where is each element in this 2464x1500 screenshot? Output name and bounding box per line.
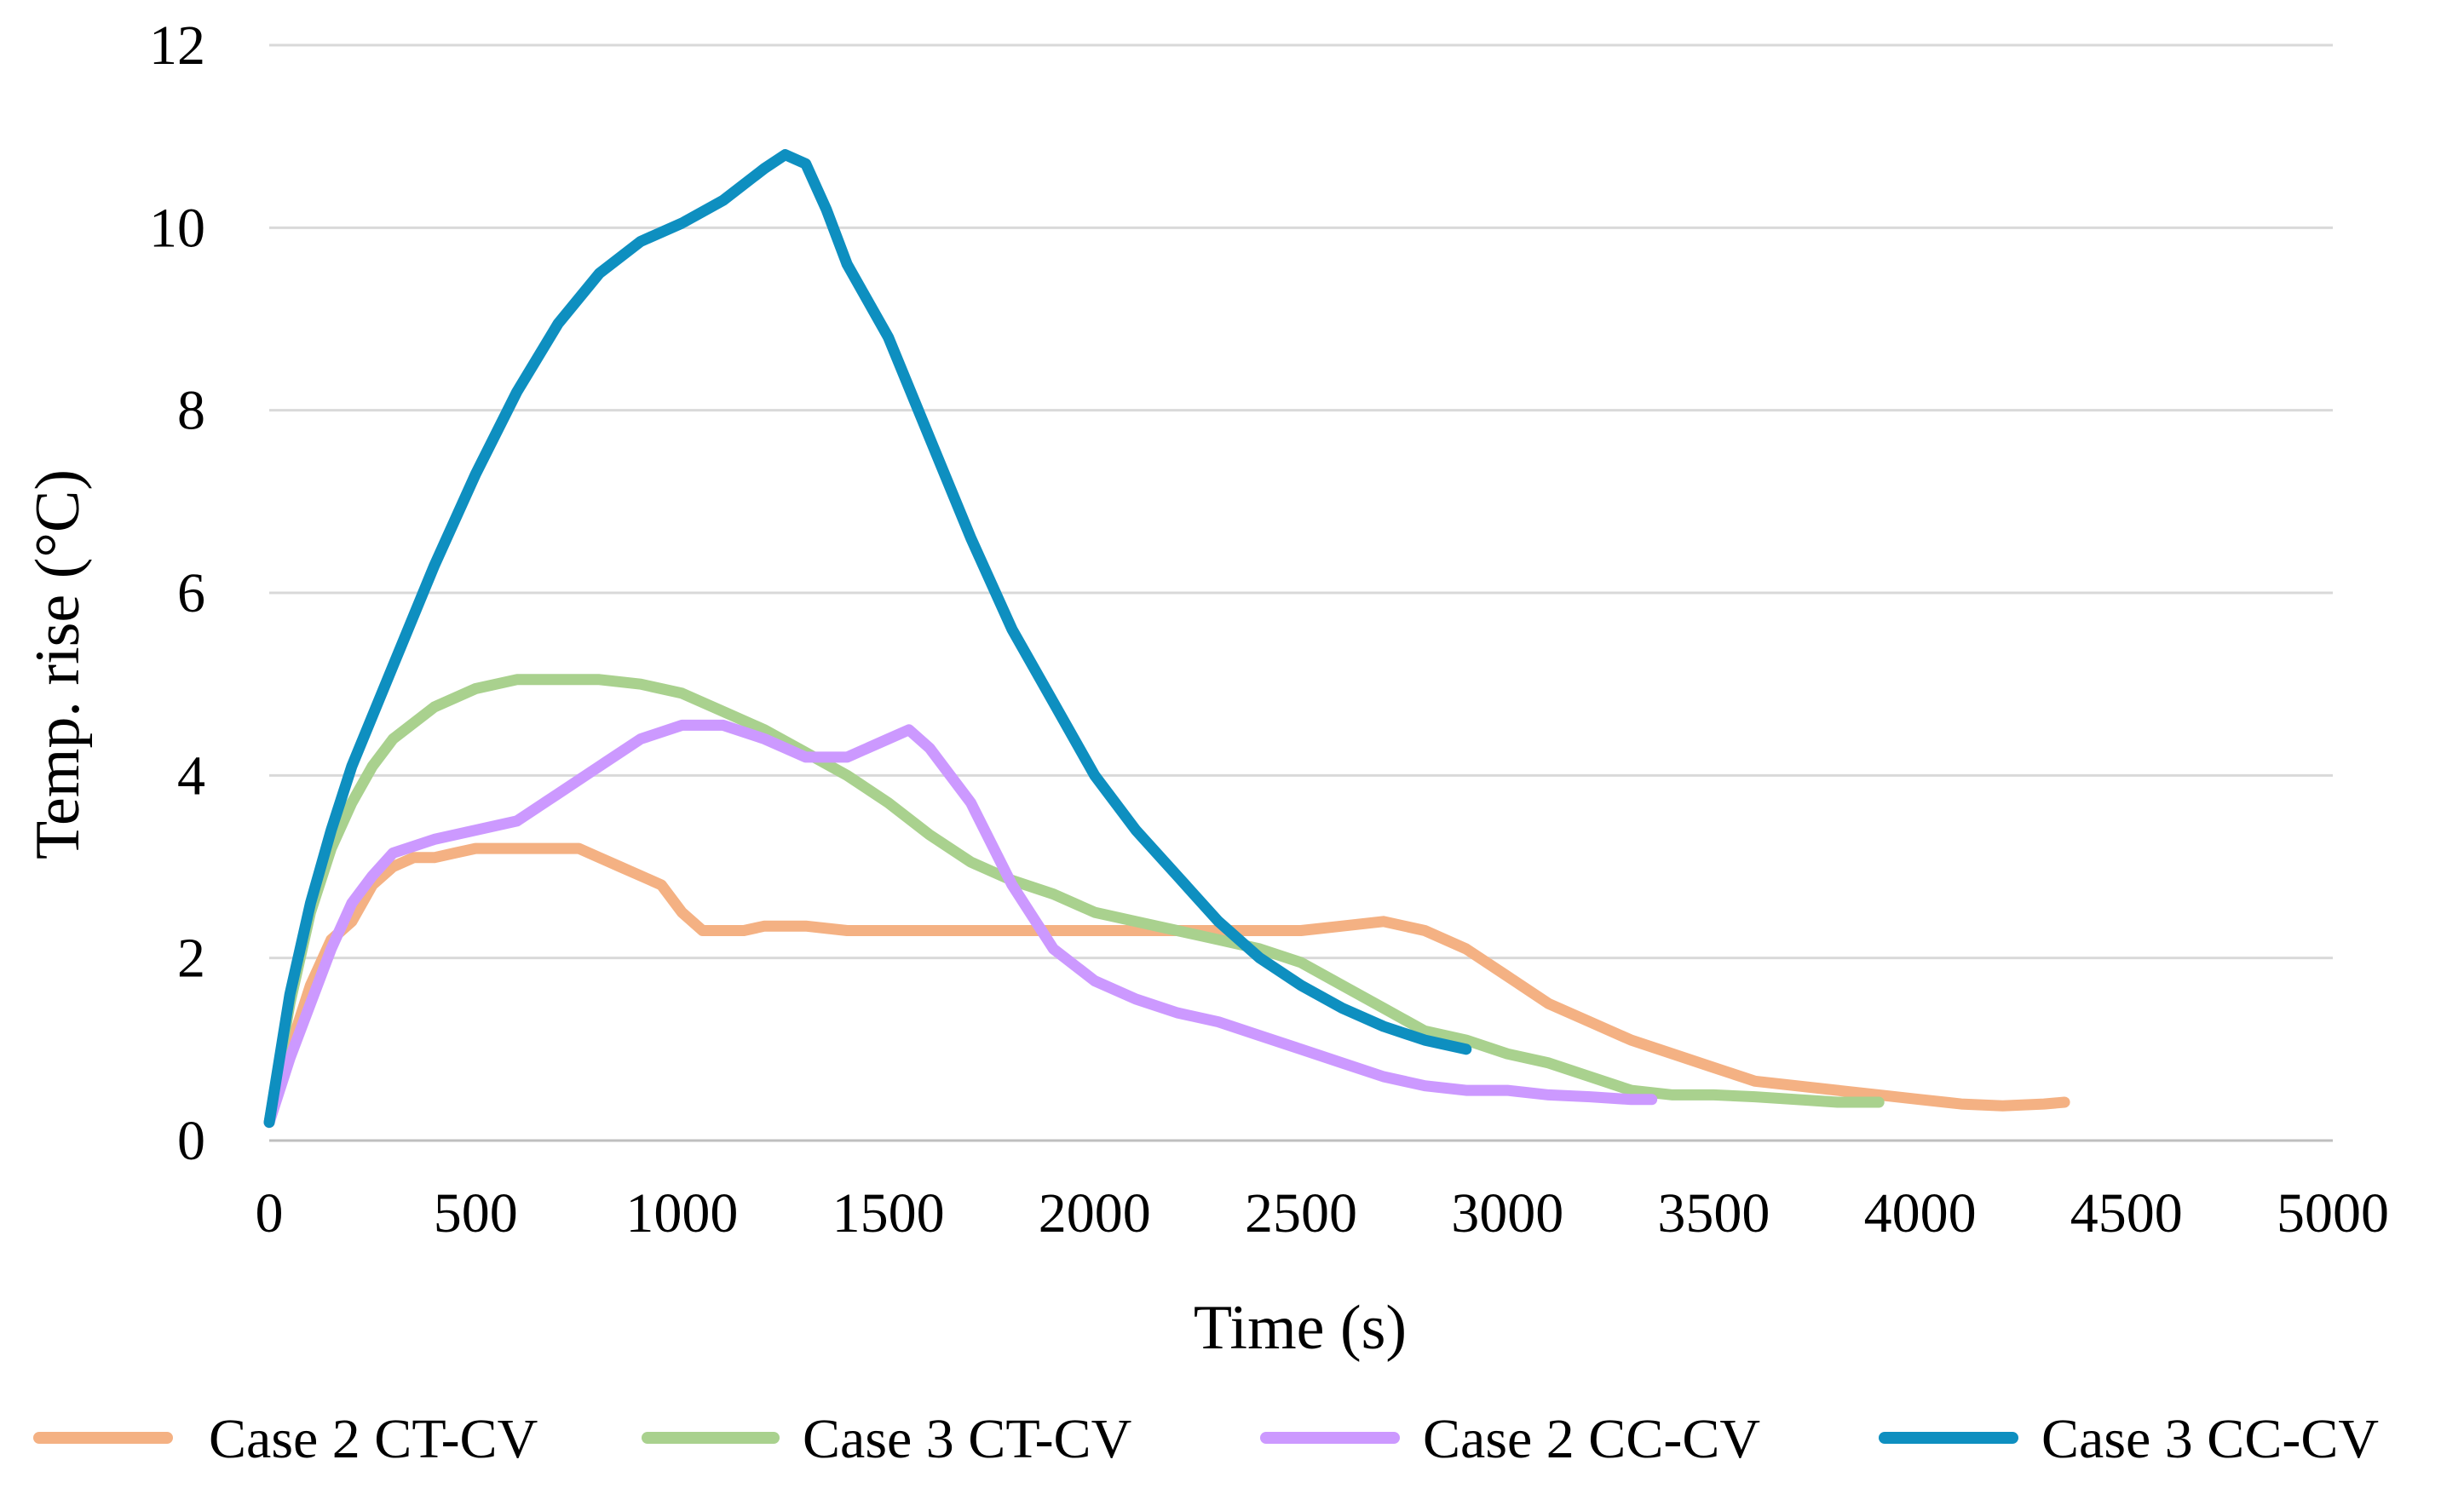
y-tick-label-8: 8 [177,380,205,442]
x-tick-label-3500: 3500 [1657,1182,1770,1244]
legend-label-2: Case 3 CT-CV [803,1408,1131,1470]
x-tick-label-4000: 4000 [1864,1182,1977,1244]
y-tick-label-4: 4 [177,744,205,807]
y-tick-label-12: 12 [149,14,205,77]
y-axis-title: Temp. rise (°C) [23,469,93,859]
series-line-1 [263,842,2070,1129]
x-tick-label-5000: 5000 [2277,1182,2389,1244]
series-line-4 [263,149,1472,1129]
legend-label-1: Case 2 CT-CV [209,1408,538,1470]
legend: Case 2 CT-CV Case 3 CT-CV Case 2 CC-CV Case… [33,1408,2379,1470]
x-tick-label-2000: 2000 [1039,1182,1151,1244]
x-axis-ticks: 0 500 1000 1500 2000 2500 3000 3500 4000 4500 5000 [256,1182,2390,1244]
x-tick-label-500: 500 [434,1182,518,1244]
x-tick-label-1500: 1500 [832,1182,945,1244]
gridlines [269,43,2333,960]
y-tick-label-0: 0 [177,1110,205,1172]
series-lines [263,149,2070,1129]
y-tick-label-10: 10 [149,197,205,259]
series-line-3 [263,719,1658,1129]
x-tick-label-1000: 1000 [625,1182,738,1244]
x-axis-title: Time (s) [1194,1293,1407,1363]
y-axis-ticks: 0 2 4 6 8 10 12 [149,14,205,1172]
legend-label-4: Case 3 CC-CV [2041,1408,2379,1470]
legend-label-3: Case 2 CC-CV [1423,1408,1760,1470]
y-tick-label-2: 2 [177,928,205,990]
y-tick-label-6: 6 [177,562,205,624]
x-tick-label-0: 0 [256,1182,284,1244]
x-tick-label-4500: 4500 [2070,1182,2183,1244]
x-tick-label-2500: 2500 [1245,1182,1357,1244]
x-tick-label-3000: 3000 [1451,1182,1563,1244]
